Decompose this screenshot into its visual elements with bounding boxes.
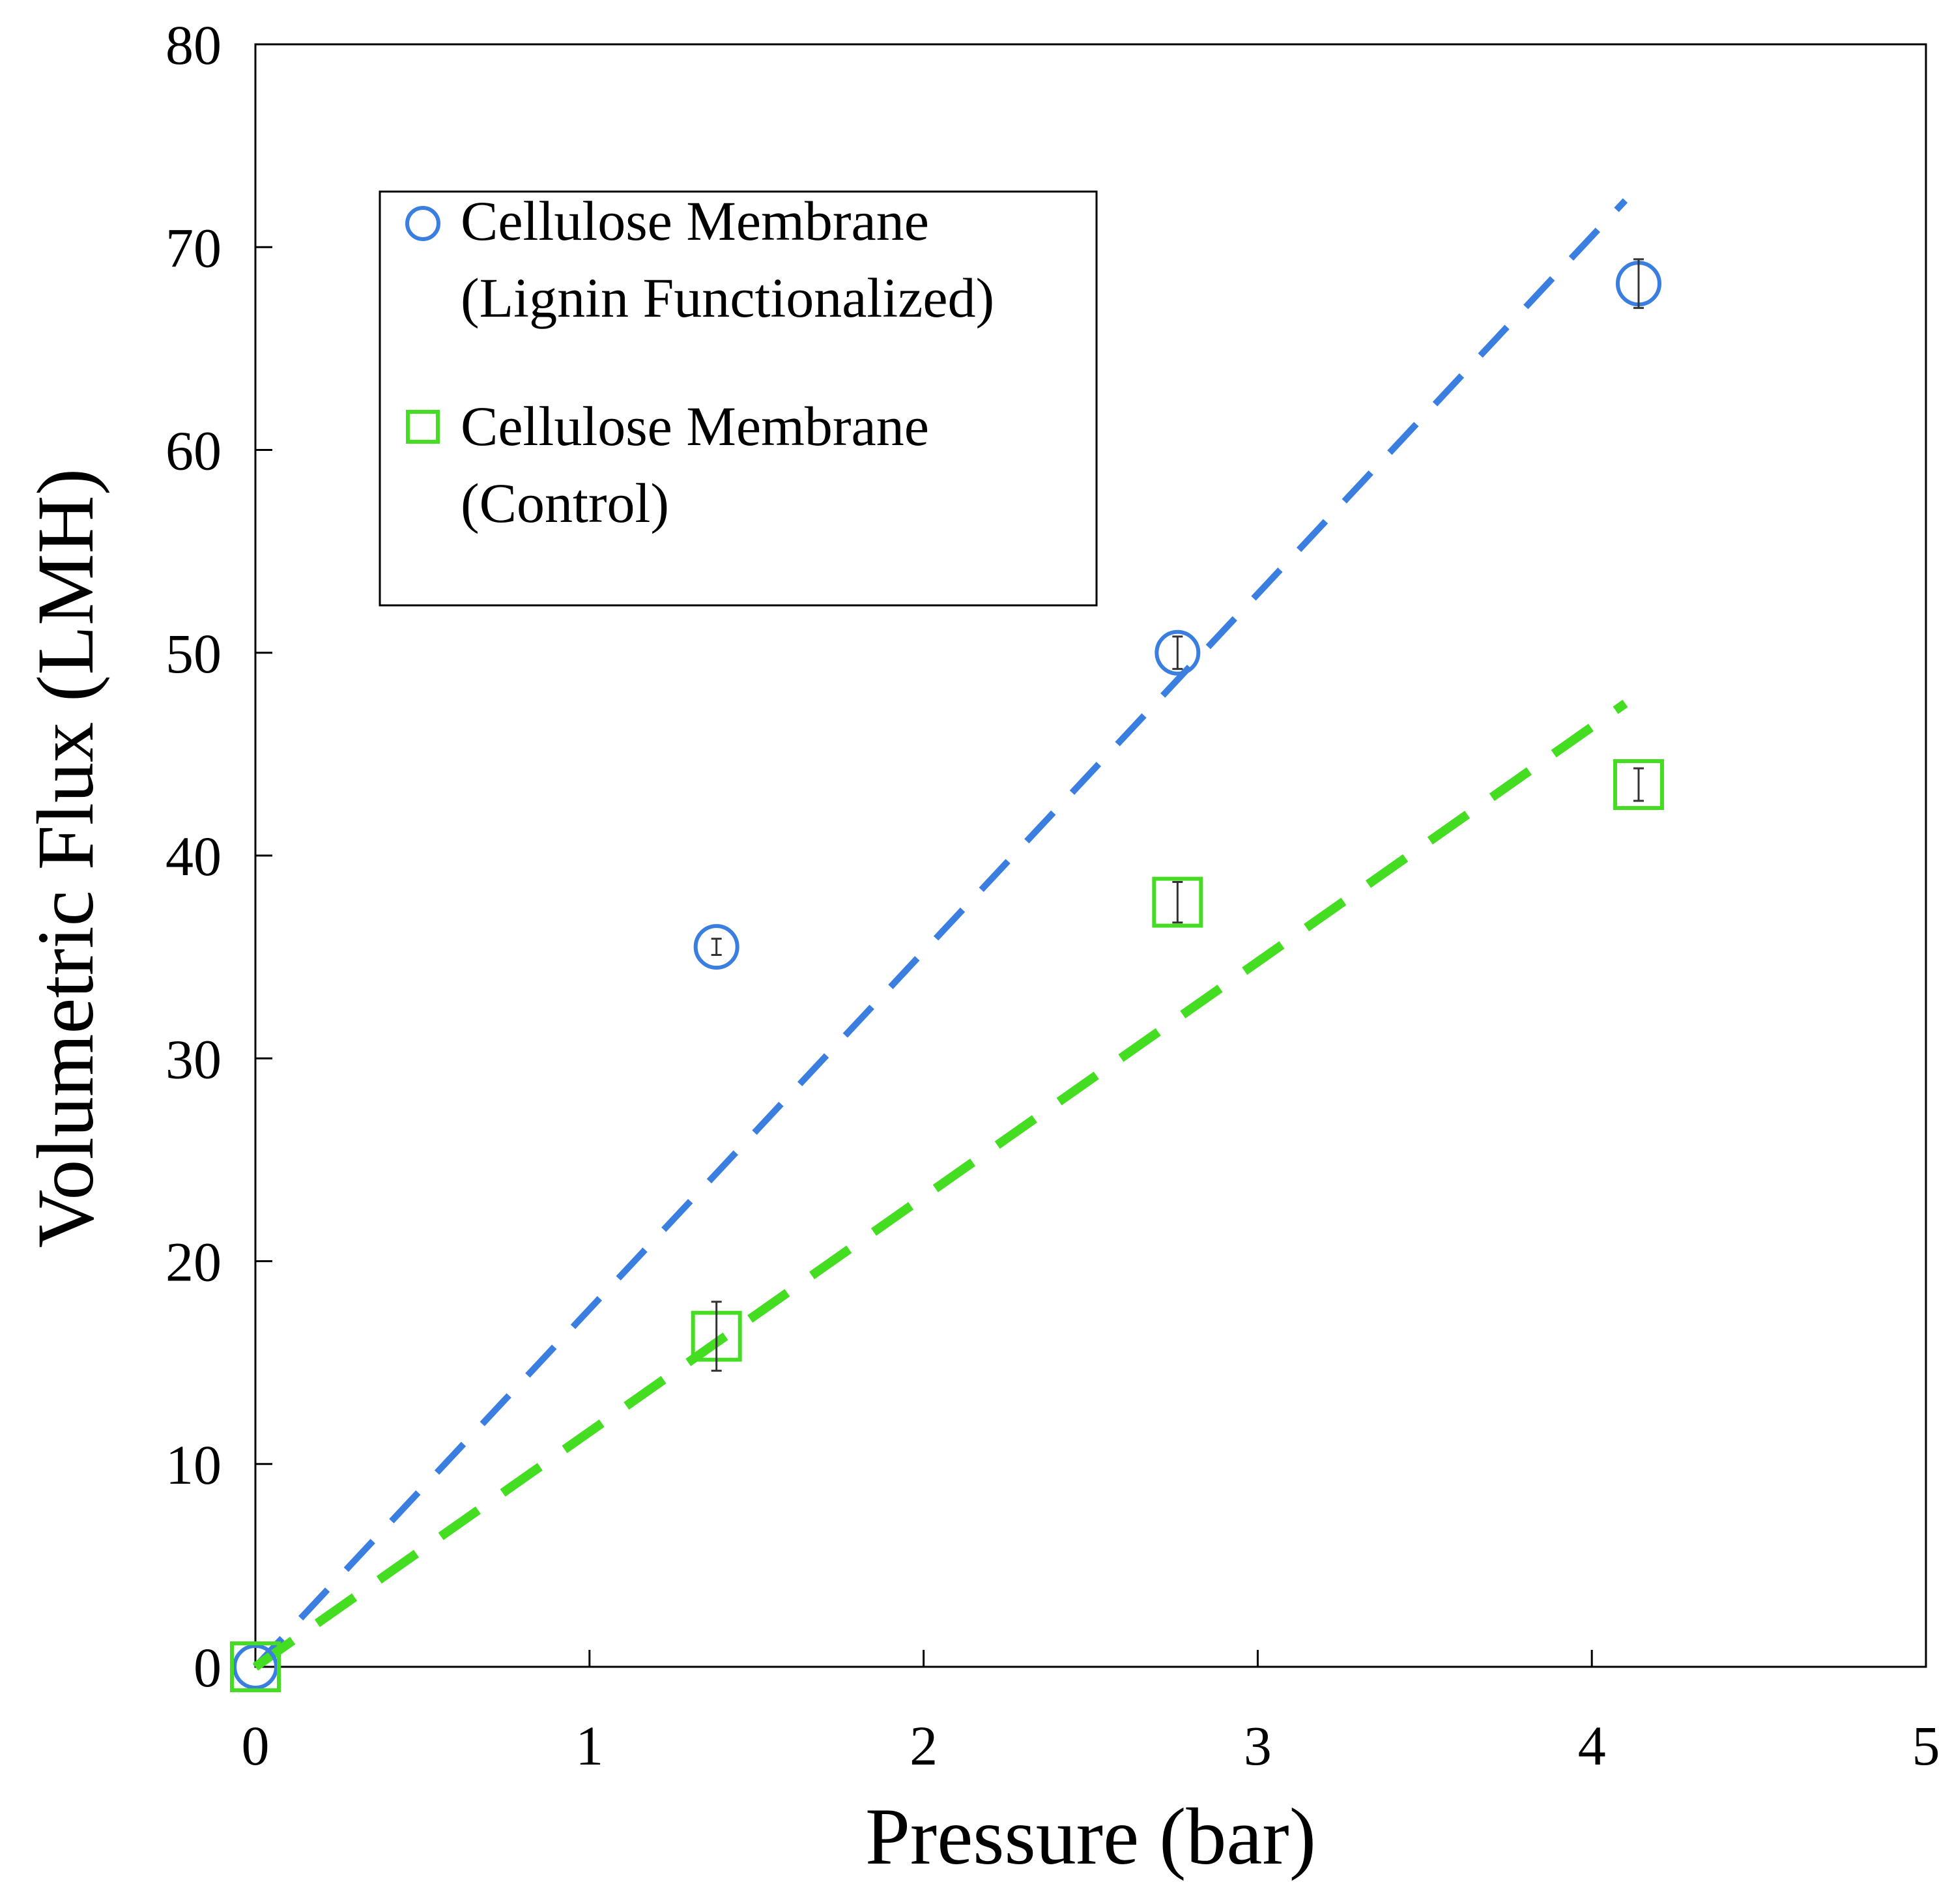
- y-tick-label-40: 40: [165, 825, 222, 887]
- y-tick-labels: 0 10 20 30 40 50 60 70 80: [165, 14, 222, 1699]
- data-point-lignin-point-2: [1155, 629, 1201, 676]
- y-tick-label-30: 30: [165, 1028, 222, 1090]
- x-tick-label-0: 0: [242, 1714, 270, 1777]
- legend-box: [379, 190, 1098, 607]
- data-markers: [230, 258, 1664, 1692]
- x-tick-label-1: 1: [575, 1714, 603, 1777]
- y-tick-label-0: 0: [194, 1636, 222, 1699]
- legend-label-control-line2: (Control): [461, 472, 669, 534]
- x-tick-label-3: 3: [1244, 1714, 1272, 1777]
- tick-marks: [254, 43, 1927, 1668]
- data-point-control-point-0: [230, 1641, 281, 1692]
- fit-line-lignin: [253, 198, 1628, 1669]
- y-tick-label-70: 70: [165, 216, 222, 279]
- x-tick-labels: 0 1 2 3 4 5: [242, 1714, 1940, 1777]
- legend-circle-marker: [405, 206, 440, 241]
- y-axis-title: Volumetric Flux (LMH): [21, 469, 110, 1248]
- x-axis-title: Pressure (bar): [865, 1792, 1316, 1881]
- legend-square-marker: [406, 410, 440, 444]
- legend-label-control-line1: Cellulose Membrane: [461, 395, 929, 457]
- legend-label-lignin-line2: (Lignin Functionalized): [461, 267, 994, 329]
- data-point-control-point-3: [1613, 759, 1664, 811]
- x-tick-label-2: 2: [910, 1714, 938, 1777]
- fit-lines: [252, 198, 1628, 1671]
- y-tick-label-80: 80: [165, 14, 222, 76]
- x-tick-label-4: 4: [1578, 1714, 1606, 1777]
- y-tick-label-60: 60: [165, 420, 222, 482]
- fit-line-control: [252, 699, 1628, 1671]
- legend-label-lignin-line1: Cellulose Membrane: [461, 190, 929, 252]
- y-tick-label-10: 10: [165, 1434, 222, 1496]
- data-point-lignin-point-0: [233, 1644, 278, 1690]
- y-tick-label-20: 20: [165, 1231, 222, 1293]
- legend: Cellulose Membrane (Lignin Functionalize…: [379, 190, 1098, 607]
- y-tick-label-50: 50: [165, 622, 222, 685]
- data-point-lignin-point-1: [693, 924, 739, 970]
- data-point-control-point-2: [1152, 876, 1203, 928]
- x-tick-label-5: 5: [1912, 1714, 1940, 1777]
